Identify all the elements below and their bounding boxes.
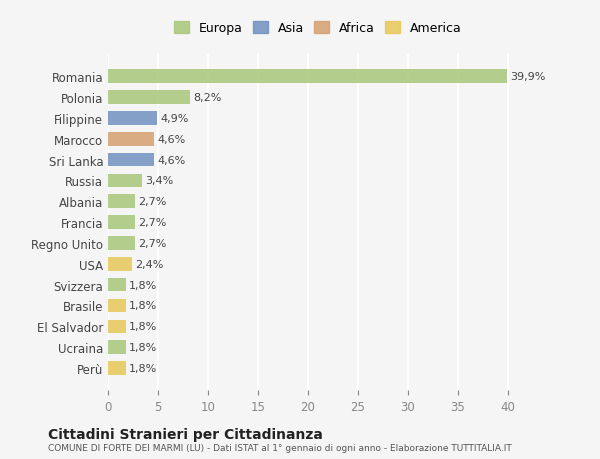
Bar (108, 112, 157, 125)
Text: 2,7%: 2,7% (138, 197, 166, 207)
Text: 1,8%: 1,8% (129, 363, 157, 373)
Text: 1,8%: 1,8% (129, 322, 157, 331)
Text: 2,4%: 2,4% (135, 259, 163, 269)
Text: Cittadini Stranieri per Cittadinanza: Cittadini Stranieri per Cittadinanza (48, 427, 323, 441)
Text: 4,6%: 4,6% (157, 155, 185, 165)
Text: 1,8%: 1,8% (129, 342, 157, 353)
Text: 8,2%: 8,2% (193, 93, 221, 103)
Bar (108, 320, 126, 333)
Text: 2,7%: 2,7% (138, 218, 166, 228)
Bar (108, 341, 126, 354)
Text: 39,9%: 39,9% (510, 72, 545, 82)
Bar (108, 216, 135, 230)
Bar (108, 133, 154, 146)
Bar (108, 91, 190, 105)
Bar (108, 195, 135, 208)
Bar (108, 237, 135, 250)
Text: 1,8%: 1,8% (129, 301, 157, 311)
Text: 4,6%: 4,6% (157, 134, 185, 145)
Legend: Europa, Asia, Africa, America: Europa, Asia, Africa, America (170, 18, 466, 39)
Bar (108, 174, 142, 188)
Bar (108, 361, 126, 375)
Text: 2,7%: 2,7% (138, 238, 166, 248)
Text: 1,8%: 1,8% (129, 280, 157, 290)
Bar (108, 299, 126, 313)
Text: 3,4%: 3,4% (145, 176, 173, 186)
Bar (108, 70, 507, 84)
Bar (108, 153, 154, 167)
Text: COMUNE DI FORTE DEI MARMI (LU) - Dati ISTAT al 1° gennaio di ogni anno - Elabora: COMUNE DI FORTE DEI MARMI (LU) - Dati IS… (48, 443, 512, 452)
Bar (108, 278, 126, 292)
Bar (108, 257, 132, 271)
Text: 4,9%: 4,9% (160, 114, 188, 123)
